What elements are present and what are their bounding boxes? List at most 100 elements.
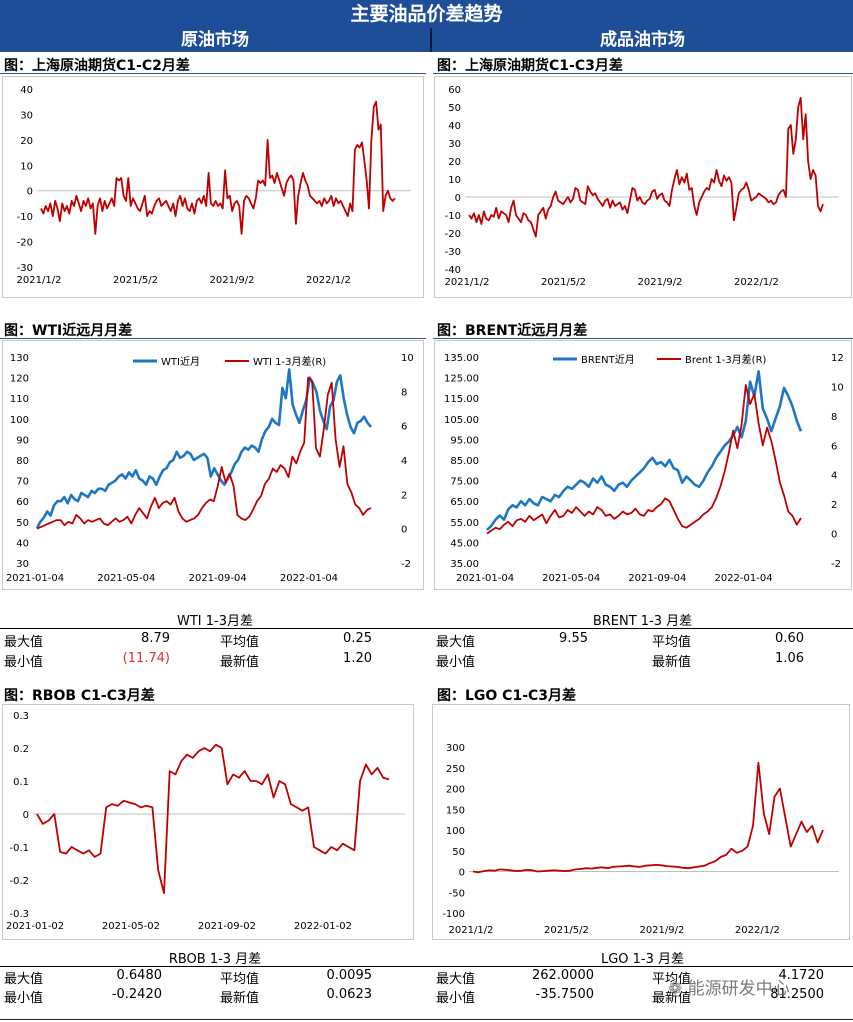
- y-tick-label: -20: [17, 238, 33, 249]
- stats-row-lgo-2: 最小值 -35.7500 最新值 81.2500: [432, 987, 853, 1006]
- y-tick-label: 30: [20, 110, 33, 121]
- y-tick-label: 105.00: [444, 415, 479, 426]
- watermark-text: 能源研发中心: [687, 979, 790, 999]
- y2-tick-label: 4: [831, 471, 837, 482]
- stat-value: 0.60: [775, 631, 804, 646]
- x-tick-label: 2022-01-04: [280, 573, 338, 584]
- legend-label: BRENT近月: [581, 353, 635, 366]
- y-tick-label: 50: [16, 518, 29, 529]
- y-tick-label: 70: [16, 477, 29, 488]
- stat-label: 平均值: [652, 635, 692, 650]
- chart-panel-brent: 135.00 125.00 115.00 105.00 95.00 85.00 75.00 6…: [434, 340, 852, 590]
- y-tick-label: 120: [10, 374, 29, 385]
- chart-title-sc-c1c3: 图：上海原油期货C1-C3月差: [437, 58, 623, 74]
- y-tick-label: 80: [16, 456, 29, 467]
- stat-value: 81.2500: [770, 987, 824, 1002]
- x-tick-label: 2021/9/2: [210, 275, 255, 286]
- stat-value: -35.7500: [535, 987, 594, 1002]
- series-line-left: [35, 368, 373, 529]
- stat-value: 8.79: [141, 631, 170, 646]
- x-tick-label: 2021-05-04: [542, 573, 600, 584]
- series-line-main: [472, 761, 824, 874]
- chart-panel-lgo: 300 250 200 150 100 50 0 -50 -100 2021/1/2 2021/5/…: [432, 704, 850, 940]
- y-tick-label: 85.00: [450, 456, 479, 467]
- y-tick-label: 0.1: [13, 777, 29, 788]
- y-tick-label: 45.00: [450, 538, 479, 549]
- stat-value: 1.20: [343, 651, 372, 666]
- y-tick-label: 0.3: [13, 711, 29, 722]
- stat-value: -0.2420: [111, 987, 162, 1002]
- stat-value: 0.6480: [116, 968, 163, 983]
- y2-tick-label: 2: [831, 500, 837, 511]
- stat-label: 最小值: [4, 991, 44, 1006]
- y2-tick-label: 10: [831, 382, 844, 393]
- title-rule: [0, 338, 426, 339]
- y-tick-label: 150: [446, 805, 465, 816]
- x-tick-label: 2022/1/2: [735, 925, 780, 936]
- y-tick-label: 95.00: [450, 435, 479, 446]
- y2-tick-label: 6: [831, 441, 837, 452]
- chart-title-lgo: 图：LGO C1-C3月差: [437, 688, 577, 704]
- y-tick-label: -100: [442, 909, 465, 920]
- y2-tick-label: 6: [401, 422, 407, 433]
- stats-divider: [0, 628, 853, 629]
- x-tick-label: 2021-01-04: [6, 573, 64, 584]
- page-title: 主要油品价差趋势: [0, 0, 853, 28]
- y-tick-label: 20: [20, 136, 33, 147]
- y2-tick-label: 0: [401, 525, 407, 536]
- chart-lgo: 300 250 200 150 100 50 0 -50 -100 2021/1/2 2021/5/…: [442, 743, 839, 936]
- chart-title-wti: 图：WTI近远月月差: [4, 323, 133, 339]
- legend-label: Brent 1-3月差(R): [685, 353, 767, 366]
- stat-value: 9.55: [559, 631, 588, 646]
- y-tick-label: -0.2: [9, 876, 29, 887]
- chart-brent: 135.00 125.00 115.00 105.00 95.00 85.00 75.00 6…: [444, 353, 844, 584]
- y-tick-label: -40: [445, 265, 461, 276]
- y-tick-label: -10: [445, 211, 461, 222]
- y-tick-label: 30: [16, 559, 29, 570]
- series-line-main: [40, 100, 396, 235]
- footer-divider: [0, 1019, 853, 1020]
- y2-tick-label: 10: [401, 353, 414, 364]
- wechat-icon: ❁: [668, 979, 688, 999]
- x-tick-label: 2021-05-02: [102, 921, 160, 932]
- stat-label: 最大值: [436, 972, 476, 987]
- series-line-right: [36, 376, 372, 530]
- y-tick-label: 110: [10, 394, 29, 405]
- watermark-wechat: ❁ 能源研发中心: [668, 974, 790, 999]
- x-tick-label: 2021/9/2: [638, 277, 683, 288]
- x-tick-label: 2022-01-04: [714, 573, 772, 584]
- y-tick-label: 0: [23, 810, 29, 821]
- stat-label: 平均值: [220, 635, 260, 650]
- stats-row-rbob-2: 最小值 -0.2420 最新值 0.0623: [0, 987, 430, 1006]
- x-tick-label: 2022/1/2: [734, 277, 779, 288]
- x-tick-label: 2021-01-04: [456, 573, 514, 584]
- chart-wti: 130 120 110 100 90 80 70 60 50 40 30 10 8 6 4 2 0 -2 2021-…: [6, 353, 414, 584]
- stat-label: 平均值: [652, 972, 692, 987]
- x-tick-label: 2022/1/2: [306, 275, 351, 286]
- y-tick-label: 200: [446, 785, 465, 796]
- y-tick-label: 40: [16, 538, 29, 549]
- y-tick-label: 125.00: [444, 374, 479, 385]
- chart-panel-sc-c1c3: 60 50 40 30 20 10 0 -10 -20 -30 -40 2021/1/2 2021/5/…: [434, 76, 852, 298]
- y-tick-label: 60: [448, 85, 461, 96]
- stat-label: 最大值: [4, 635, 44, 650]
- stat-label: 最小值: [436, 991, 476, 1006]
- series-line-main: [468, 97, 824, 238]
- stats-title-rbob: RBOB 1-3 月差: [168, 952, 262, 967]
- y2-tick-label: 12: [831, 353, 844, 364]
- x-tick-label: 2021/5/2: [113, 275, 158, 286]
- y-tick-label: 250: [446, 764, 465, 775]
- section-crude-header: 原油市场: [0, 28, 430, 52]
- stat-label: 平均值: [220, 972, 260, 987]
- stat-label: 最新值: [652, 655, 692, 670]
- stat-value: 0.0623: [326, 987, 373, 1002]
- y-tick-label: 50: [448, 103, 461, 114]
- chart-panel-rbob: 0.3 0.2 0.1 0 -0.1 -0.2 -0.3 2021-01-02 2021-05-…: [2, 704, 414, 940]
- stat-label: 最新值: [220, 991, 260, 1006]
- header-divider: [430, 28, 432, 52]
- stat-label: 最小值: [4, 655, 44, 670]
- stats-row-brent-2: 最小值 最新值 1.06: [432, 651, 853, 670]
- y2-tick-label: -2: [401, 559, 411, 570]
- title-rule: [0, 73, 426, 74]
